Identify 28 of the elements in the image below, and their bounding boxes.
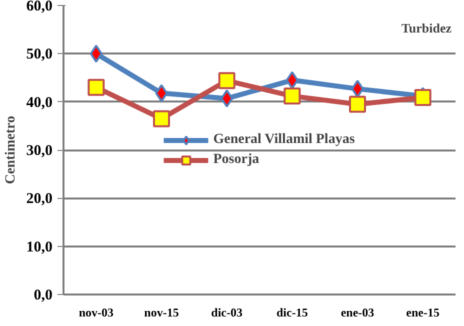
x-tick-label: ene-15: [406, 306, 440, 320]
y-tick-label: 40,0: [26, 94, 52, 111]
y-tick-label: 30,0: [26, 143, 52, 159]
legend-label: General Villamil Playas: [213, 132, 355, 148]
x-tick-label: dic-15: [276, 306, 308, 320]
point: [220, 89, 234, 108]
point: [286, 71, 298, 90]
x-tick-label: ene-03: [340, 306, 374, 320]
y-tick-label: 60,0: [26, 0, 52, 14]
point: [284, 88, 301, 105]
x-tick-label: nov-15: [144, 306, 179, 320]
point: [218, 72, 236, 90]
point: [349, 96, 366, 113]
point: [88, 78, 105, 96]
y-tick-label: 10,0: [26, 239, 52, 256]
x-tick-label: dic-03: [211, 306, 243, 320]
y-tick-label: 20,0: [26, 191, 52, 208]
y-tick-label: 50,0: [26, 46, 52, 63]
point: [414, 89, 432, 106]
text: Turbidez: [401, 20, 452, 36]
point: [155, 84, 168, 102]
legend-label: Posorja: [213, 152, 260, 168]
point: [153, 110, 170, 128]
point: [351, 80, 364, 98]
point: [90, 44, 102, 63]
x-tick-label: nov-03: [78, 306, 114, 320]
y-tick-label: 0,0: [34, 288, 52, 304]
y-axis-title: Centimetro: [3, 116, 18, 184]
